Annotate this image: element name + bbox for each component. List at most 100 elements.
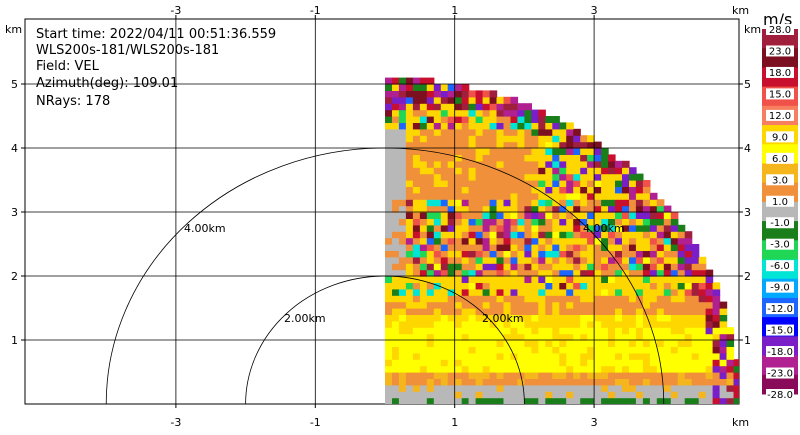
colorbar-label-box [766,66,794,78]
velocity-cell [440,205,449,213]
velocity-cell [712,327,721,335]
velocity-cell [426,301,435,309]
field-label: Field: VEL [36,59,100,74]
velocity-cell [489,365,498,373]
velocity-cell [433,122,442,130]
velocity-cell [629,263,637,271]
velocity-cell [510,237,519,245]
velocity-cell [517,301,525,309]
velocity-cell [385,282,393,290]
info-panel: Start time: 2022/04/11 00:51:36.559 WLS2… [36,27,276,109]
velocity-cell [712,365,721,373]
velocity-cell [691,378,700,386]
velocity-cell [580,148,588,155]
velocity-cell [615,186,623,194]
velocity-cell [677,384,686,392]
velocity-cell [475,372,484,379]
velocity-cell [412,160,421,168]
velocity-cell [440,314,449,322]
velocity-cell [426,77,435,85]
velocity-cell [691,314,700,322]
velocity-cell [398,109,407,117]
velocity-cell [475,141,484,149]
velocity-cell [405,276,414,283]
velocity-cell [677,372,686,379]
velocity-cell [538,224,546,232]
start-time-label: Start time: 2022/04/11 00:51:36.559 [36,27,276,42]
velocity-cell [573,295,581,303]
velocity-cell [663,295,672,303]
velocity-cell [691,256,700,264]
velocity-cell [663,250,672,258]
velocity-cell [398,103,407,111]
velocity-cell [419,333,428,341]
velocity-cell [468,352,477,360]
velocity-cell [517,192,525,200]
velocity-cell [691,269,700,277]
velocity-cell [447,320,456,328]
velocity-cell [398,346,407,354]
velocity-cell [656,359,665,367]
velocity-cell [656,276,665,283]
velocity-cell [649,237,658,245]
velocity-cell [385,192,393,200]
velocity-cell [440,96,449,104]
velocity-cell [475,327,484,335]
velocity-cell [524,391,532,399]
velocity-cell [524,276,532,283]
velocity-cell [385,359,393,367]
velocity-cell [545,167,553,175]
velocity-cell [454,103,463,111]
velocity-cell [419,346,428,354]
velocity-cell [622,167,630,175]
velocity-cell [440,308,449,315]
velocity-cell [392,288,400,296]
velocity-cell [531,301,539,309]
velocity-cell [524,378,532,386]
velocity-cell [468,237,477,245]
velocity-cell [684,320,693,328]
velocity-cell [642,295,651,303]
velocity-cell [531,384,539,392]
velocity-cell [440,250,449,258]
velocity-cell [656,352,665,360]
velocity-cell [426,231,435,239]
velocity-cell [712,295,721,303]
velocity-cell [482,122,491,130]
velocity-cell [524,244,532,251]
velocity-cell [433,244,442,251]
velocity-cell [482,295,491,303]
velocity-cell [594,295,602,303]
velocity-cell [622,320,630,328]
velocity-cell [517,160,525,168]
velocity-cell [552,160,560,168]
velocity-cell [629,173,637,181]
velocity-cell [454,276,463,283]
velocity-cell [461,359,470,367]
velocity-cell [649,314,658,322]
velocity-cell [601,282,609,290]
velocity-cell [385,250,393,258]
velocity-cell [496,148,505,155]
velocity-cell [392,250,400,258]
y-tick-label-left: 1 [11,334,18,347]
velocity-cell [538,378,546,386]
velocity-cell [524,103,532,111]
velocity-cell [447,397,456,404]
velocity-cell [573,148,581,155]
velocity-cell [468,180,477,187]
velocity-cell [419,378,428,386]
velocity-cell [538,199,546,207]
velocity-cell [663,378,672,386]
velocity-cell [531,288,539,296]
velocity-cell [615,333,623,341]
velocity-cell [524,167,532,175]
velocity-cell [559,295,567,303]
velocity-cell [385,340,393,347]
velocity-cell [594,205,602,213]
velocity-cell [538,141,546,149]
velocity-cell [594,378,602,386]
velocity-cell [447,135,456,143]
velocity-cell [461,378,470,386]
velocity-cell [503,237,512,245]
